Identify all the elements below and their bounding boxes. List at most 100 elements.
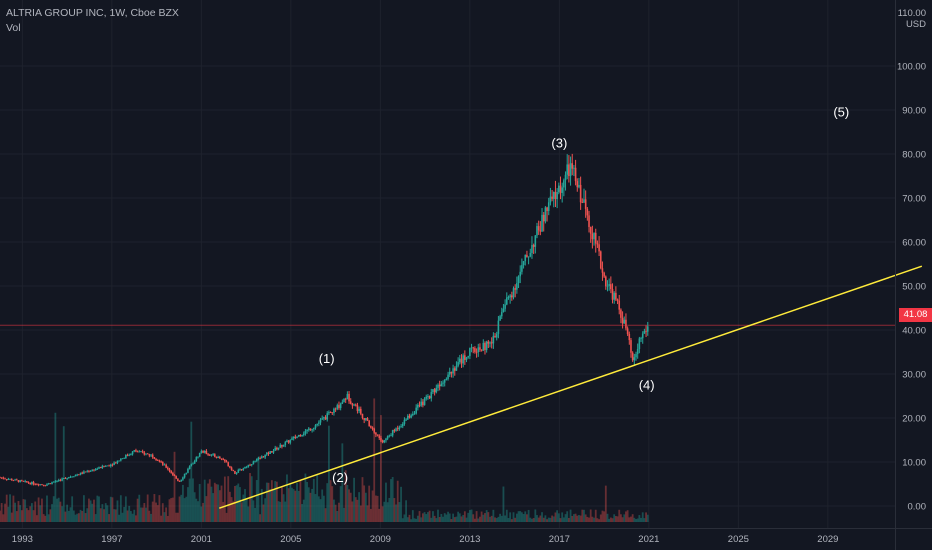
volume-bar [274,481,277,522]
candle [610,284,612,290]
candle [318,422,320,424]
volume-bar [66,504,69,522]
volume-bar [234,486,236,522]
volume-bar [47,514,50,522]
volume-bar [64,511,67,522]
candle [618,300,621,310]
volume-bar [72,510,75,522]
volume-indicator-label[interactable]: Vol [6,22,21,34]
candle [517,276,520,284]
volume-bar [49,509,52,522]
candle [593,232,595,240]
candle [123,458,125,459]
volume-bar [547,517,550,522]
volume-bar [401,518,404,522]
candle [108,465,110,467]
volume-bar [504,515,507,522]
volume-bar [562,517,565,522]
candle [190,463,193,467]
volume-bar [245,498,248,522]
volume-bar [416,515,419,522]
candle [457,362,459,366]
candle [203,450,206,453]
volume-bar [645,512,647,522]
volume-bar [176,512,179,522]
candle [380,437,382,441]
volume-bar [591,516,594,522]
volume-bar [455,516,458,522]
candle [81,472,84,474]
candle [93,469,95,471]
volume-bar [54,412,57,522]
candle [428,396,431,399]
candle [242,468,245,470]
volume-bar [510,519,513,522]
volume-bar [567,517,570,522]
candle [365,418,367,420]
candle [104,465,107,467]
candle [229,466,231,468]
volume-bar [9,494,11,522]
candle [177,478,179,482]
candle [2,477,5,479]
volume-bar [635,519,637,522]
volume-bar [559,518,562,522]
volume-bar [99,508,102,522]
volume-bar [445,514,448,522]
volume-bar [0,503,3,522]
candle [304,431,307,434]
volume-bar [282,494,285,522]
candle [516,283,518,290]
volume-bar [294,490,297,522]
candle [88,471,90,473]
volume-bar [640,517,642,522]
volume-bar [126,510,129,522]
volume-bar [267,482,270,522]
volume-bar [433,515,436,522]
volume-bar [636,518,639,522]
volume-bar [128,505,131,522]
volume-bar [485,510,488,522]
volume-bar [304,473,307,522]
volume-bar [24,499,27,522]
candle [210,454,213,456]
candle [346,394,349,400]
candle [156,460,159,461]
volume-bar [490,515,493,522]
candle [292,436,295,439]
candle [579,184,582,203]
candle [482,342,485,351]
candle [167,467,169,470]
candle [161,461,164,465]
candle [311,429,313,431]
volume-bar [71,496,74,522]
candle [470,347,473,349]
price-tick-label: 50.00 [902,282,926,293]
volume-bar [561,512,564,522]
candle [143,452,146,455]
volume-bar [601,510,604,522]
candle [237,469,240,473]
symbol-title[interactable]: ALTRIA GROUP INC, 1W, Cboe BZX [6,7,179,19]
candle [445,378,448,380]
volume-bar [489,516,491,522]
volume-bar [492,509,495,522]
candle [150,454,152,456]
volume-bar [193,492,196,522]
volume-bar [383,501,386,522]
candle [255,459,258,461]
volume-bar [20,510,23,522]
volume-bar [12,495,15,522]
candle [52,481,55,483]
candle [616,299,619,301]
volume-bar [413,518,416,522]
volume-bar [435,518,438,522]
candle [64,478,67,479]
volume-bar [301,503,303,522]
candle [509,295,511,298]
volume-bar [227,476,230,522]
candle [500,312,503,317]
volume-bar [10,512,13,522]
currency-label[interactable]: USD [905,19,926,30]
